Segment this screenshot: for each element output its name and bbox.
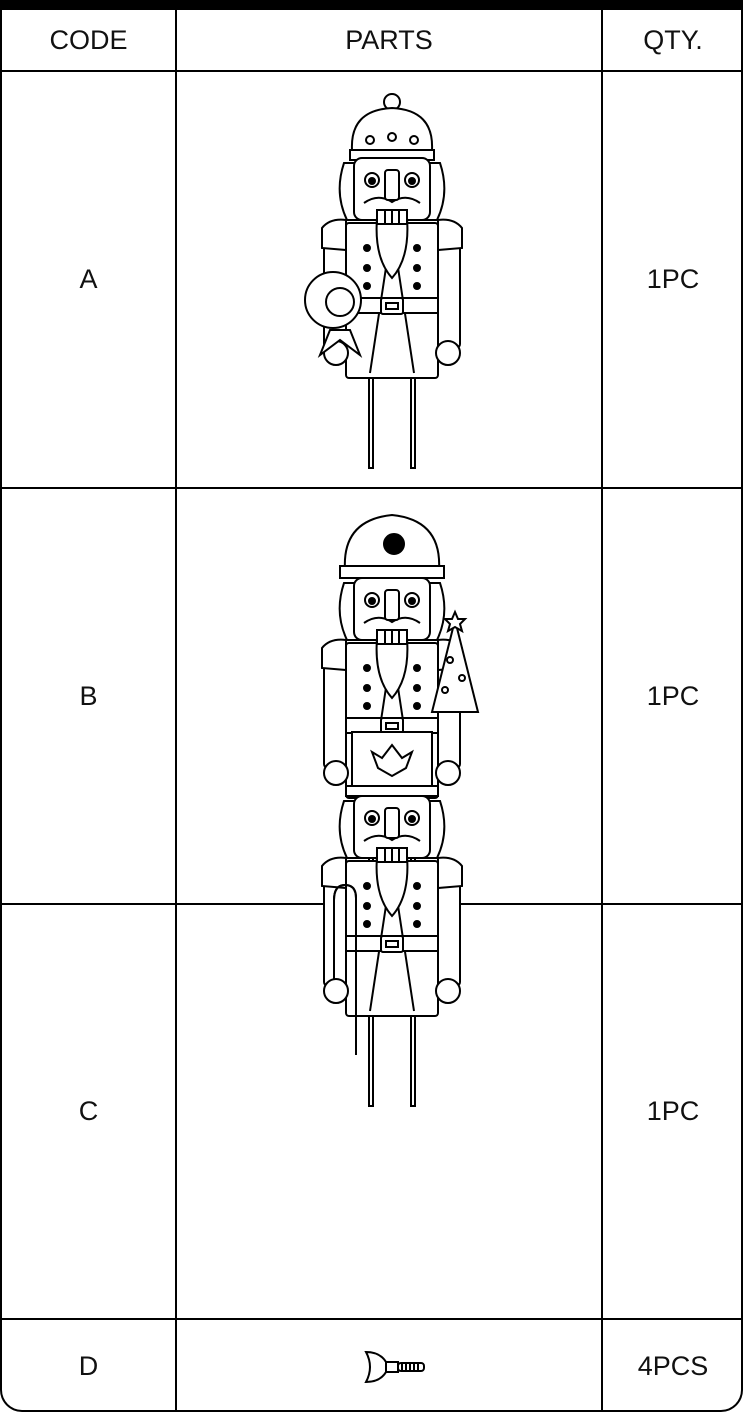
part-b-drawing	[321, 513, 480, 889]
header-cell: CODE	[49, 24, 128, 55]
part-c-drawing	[321, 731, 463, 1107]
column-divider	[601, 10, 603, 1410]
row-divider	[2, 1318, 741, 1320]
part-a-drawing	[304, 93, 463, 469]
code-cell: C	[78, 1096, 99, 1126]
qty-cell: 1PC	[646, 680, 700, 711]
header-cell: QTY.	[643, 24, 703, 55]
qty-cell: 1PC	[646, 1096, 700, 1126]
part-d-drawing	[364, 1350, 425, 1384]
row-divider	[2, 70, 741, 72]
code-cell: A	[79, 264, 98, 294]
qty-cell: 4PCS	[637, 1350, 709, 1381]
code-cell: D	[78, 1350, 99, 1381]
row-divider	[2, 487, 741, 489]
header-cell: PARTS	[345, 24, 433, 55]
qty-cell: 1PC	[646, 264, 700, 294]
column-divider	[175, 10, 177, 1410]
code-cell: B	[79, 680, 98, 711]
